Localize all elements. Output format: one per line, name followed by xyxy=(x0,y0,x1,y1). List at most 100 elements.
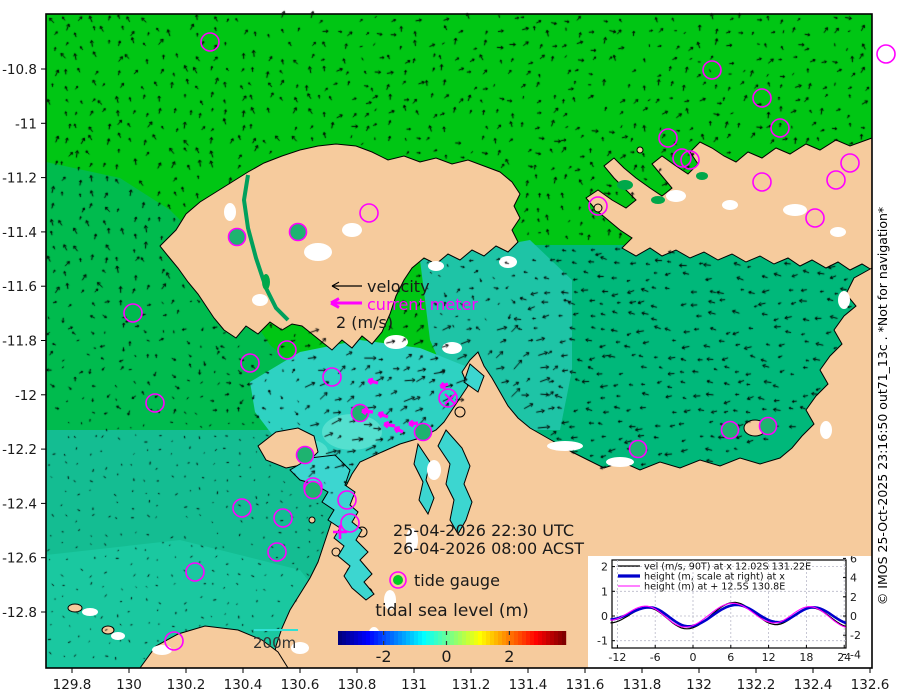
colorbar-segment xyxy=(398,631,403,645)
y-axis-tick-label: -12.2 xyxy=(2,442,37,458)
current-meter-station-circle xyxy=(702,60,722,80)
colorbar-segment xyxy=(454,631,459,645)
inset-series-1 xyxy=(610,603,847,628)
colorbar-segment xyxy=(506,631,511,645)
tide-gauge-marker xyxy=(413,422,433,442)
current-meter-vector-head xyxy=(393,426,400,434)
inset-x-tick-label: 6 xyxy=(727,651,734,664)
tide-gauge-legend-ring xyxy=(389,571,407,589)
datetime-utc-label: 25-04-2026 22:30 UTC xyxy=(393,521,574,540)
current-meter-station-circle xyxy=(770,118,790,138)
current-meter-station-circle xyxy=(185,562,205,582)
current-meter-station-circle xyxy=(672,148,692,168)
inset-chart: -12 -6 0 6 12 18 24 2 1 0 -1 6 4 2 0 -2 -4 vel (m/s, 90T)… xyxy=(597,552,861,664)
y-axis-tick-label: -10.8 xyxy=(2,62,37,78)
x-axis-tick-label: 130.4 xyxy=(224,677,263,693)
current-meter-station-circle xyxy=(588,196,608,216)
current-meter-station-circle xyxy=(438,388,458,408)
current-meter-vector-head xyxy=(408,419,415,428)
colorbar-segment xyxy=(562,631,567,645)
inset-x-tick-label: -12 xyxy=(608,651,626,664)
colorbar-segment xyxy=(522,631,527,645)
x-axis-tick-label: 131.4 xyxy=(509,677,548,693)
colorbar-segment xyxy=(374,631,379,645)
colorbar-segment xyxy=(466,631,471,645)
x-axis-tick-label: 130 xyxy=(116,677,142,693)
velocity-legend-arrow-head xyxy=(331,281,340,291)
colorbar-segment xyxy=(422,631,427,645)
current-meter-station-circle xyxy=(805,208,825,228)
tide-gauge-legend-label: tide gauge xyxy=(414,571,500,590)
current-meter-vector-head xyxy=(439,381,446,390)
y-axis-tick-label: -12.8 xyxy=(2,605,37,621)
colorbar-segment xyxy=(494,631,499,645)
tide-gauge-marker xyxy=(720,420,740,440)
current-meter-station-circle xyxy=(240,353,260,373)
x-axis-tick-label: 131 xyxy=(401,677,427,693)
colorbar-segment xyxy=(378,631,383,645)
inset-x-tick-label: 0 xyxy=(690,651,697,664)
inset-y-tick-label-left: 1 xyxy=(601,585,608,598)
datetime-acst-label: 26-04-2026 08:00 ACST xyxy=(393,539,585,558)
inset-y-tick-label-right: -4 xyxy=(850,648,861,661)
inset-legend-label: height (m, scale at right) at x xyxy=(644,572,785,583)
tide-gauge-marker xyxy=(303,480,323,500)
x-axis-tick-label: 129.8 xyxy=(53,677,92,693)
colorbar-tick-label: 0 xyxy=(441,647,451,666)
colorbar-segment xyxy=(386,631,391,645)
x-axis-tick-label: 132 xyxy=(686,677,712,693)
imos-watermark: © IMOS 25-Oct-2025 23:16:50 out71_13c . … xyxy=(875,206,890,606)
colorbar-segment xyxy=(554,631,559,645)
colorbar-segment xyxy=(430,631,435,645)
x-axis-tick-label: 131.6 xyxy=(566,677,605,693)
current-meter-vector-head xyxy=(361,407,368,416)
x-station-marker xyxy=(444,393,456,405)
colorbar-segment xyxy=(482,631,487,645)
colorbar-segment xyxy=(438,631,443,645)
map-frame xyxy=(45,13,873,669)
current-meter-station-circle xyxy=(164,631,184,651)
x-axis-tick-label: 130.6 xyxy=(281,677,320,693)
x-axis-tick-label: 131.2 xyxy=(452,677,491,693)
inset-y-tick-label-left: -1 xyxy=(597,635,608,648)
colorbar-segment xyxy=(502,631,507,645)
colorbar-segment xyxy=(478,631,483,645)
colorbar-segment xyxy=(474,631,479,645)
inset-x-tick-label: -6 xyxy=(650,651,661,664)
tide-gauge-marker xyxy=(628,439,648,459)
current-meter-station-circle xyxy=(267,542,287,562)
current-meter-station-circle xyxy=(200,32,220,52)
y-axis-tick-label: -12.6 xyxy=(2,551,37,567)
inset-legend-label: vel (m/s, 90T) at x 12.02S 131.22E xyxy=(644,562,811,573)
colorbar-segment xyxy=(458,631,463,645)
colorbar-tick-label: 2 xyxy=(504,647,514,666)
x-axis-tick-label: 130.2 xyxy=(167,677,206,693)
x-axis-tick-label: 131.8 xyxy=(623,677,662,693)
inset-y-tick-label-right: 6 xyxy=(850,556,857,565)
current-meter-station-circle xyxy=(340,513,360,533)
plus-station-marker xyxy=(333,525,347,539)
colorbar-segment xyxy=(434,631,439,645)
current-meter-station-circle xyxy=(359,203,379,223)
colorbar-segment xyxy=(354,631,359,645)
colorbar-segment xyxy=(358,631,363,645)
current-meter-station-circle xyxy=(273,508,293,528)
colorbar-segment xyxy=(462,631,467,645)
velocity-scale-label: 2 (m/s) xyxy=(336,313,394,332)
colorbar-segment xyxy=(526,631,531,645)
colorbar-segment xyxy=(418,631,423,645)
colorbar-segment xyxy=(446,631,451,645)
current-meter-station-circle xyxy=(337,490,357,510)
colorbar-segment xyxy=(470,631,475,645)
current-meter-station-circle xyxy=(123,303,143,323)
colorbar-segment xyxy=(370,631,375,645)
current-meter-vector-head xyxy=(367,377,374,386)
colorbar-segment xyxy=(486,631,491,645)
colorbar-segment xyxy=(366,631,371,645)
colorbar-segment xyxy=(530,631,535,645)
current-meter-station-circle xyxy=(658,128,678,148)
current-meter-vector-head xyxy=(383,420,390,429)
y-axis-tick-label: -11 xyxy=(15,116,37,132)
x-axis-tick-label: 132.4 xyxy=(794,677,833,693)
